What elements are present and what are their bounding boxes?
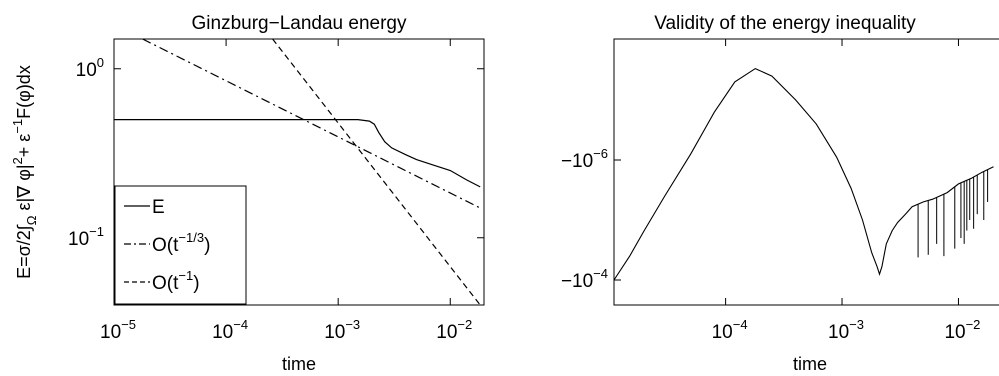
right-xtick-label-exp: −3 xyxy=(849,317,864,332)
left-xtick-label: 10−4 xyxy=(212,317,248,343)
ylabel-sup-2: 2 xyxy=(10,157,25,164)
right-panel: Validity of the energy inequality time 1… xyxy=(561,13,999,374)
right-ytick-label-exp: −4 xyxy=(593,266,608,281)
legend-close: ) xyxy=(193,273,199,294)
legend-exp: −1/3 xyxy=(178,230,204,245)
right-series-line xyxy=(613,67,994,281)
left-ylabel: E=σ/2∫Ω ε|∇ φ|2+ ε−1F(φ)dx xyxy=(10,65,39,279)
left-xtick-label-base: 10 xyxy=(436,322,457,343)
ylabel-sup-minus1: −1 xyxy=(10,119,25,134)
left-plot-frame xyxy=(113,38,485,306)
legend-close: ) xyxy=(204,235,210,256)
legend-box xyxy=(114,185,247,305)
right-ytick-label-exp: −6 xyxy=(593,146,608,161)
left-xtick-label-base: 10 xyxy=(100,322,121,343)
left-ytick-label: 100 xyxy=(76,55,104,81)
legend-label: E xyxy=(152,197,165,218)
left-series-dashed xyxy=(272,38,481,306)
right-xtick-label: 10−2 xyxy=(944,317,980,343)
left-panel: Ginzburg−Landau energy time E=σ/2∫Ω ε|∇ … xyxy=(10,13,485,374)
right-series xyxy=(613,67,994,281)
left-xtick-label-exp: −5 xyxy=(121,317,136,332)
left-ytick-label-base: 10 xyxy=(68,229,89,250)
left-xtick-label-exp: −4 xyxy=(233,317,248,332)
left-ytick-label: 10−1 xyxy=(68,224,104,250)
left-xtick-label-base: 10 xyxy=(324,322,345,343)
right-xtick-label-base: 10 xyxy=(828,322,849,343)
right-xtick-label: 10−4 xyxy=(712,317,748,343)
right-ytick-label: −10−6 xyxy=(561,146,608,172)
left-xtick-label: 10−2 xyxy=(436,317,472,343)
left-legend: EO(t−1/3)O(t−1) xyxy=(114,185,247,305)
left-series xyxy=(114,38,481,306)
left-title: Ginzburg−Landau energy xyxy=(192,13,407,34)
right-ticks: 10−4 10−3 10−2−10−6−10−4 xyxy=(561,39,980,343)
right-xtick-label-exp: −2 xyxy=(966,317,981,332)
left-xlabel: time xyxy=(282,354,316,374)
right-title: Validity of the energy inequality xyxy=(654,13,916,34)
legend-text: O(t xyxy=(152,235,179,256)
legend-label: O(t−1/3) xyxy=(152,230,210,256)
right-xtick-label-base: 10 xyxy=(712,322,733,343)
left-xtick-label: 10−5 xyxy=(100,317,136,343)
left-series-solid xyxy=(114,119,481,188)
right-ytick-label: −10−4 xyxy=(561,266,608,292)
ylabel-part-d: F(φ)dx xyxy=(14,65,34,119)
left-xtick-label-exp: −3 xyxy=(345,317,360,332)
right-ytick-label-base: −10 xyxy=(561,271,593,292)
left-xtick-label-exp: −2 xyxy=(457,317,472,332)
left-ytick-label-exp: 0 xyxy=(97,55,104,70)
ylabel-part-b: ε|∇ φ| xyxy=(14,164,34,215)
ylabel-part-a: E=σ/2∫ xyxy=(14,224,34,279)
legend-text: O(t xyxy=(152,273,179,294)
right-xlabel: time xyxy=(793,354,827,374)
right-xtick-label: 10−3 xyxy=(828,317,864,343)
legend-exp: −1 xyxy=(178,268,193,283)
right-ytick-label-base: −10 xyxy=(561,151,593,172)
ylabel-sub-omega: Ω xyxy=(24,215,39,225)
left-xtick-label: 10−3 xyxy=(324,317,360,343)
right-plot-frame xyxy=(613,38,999,306)
left-xtick-label-base: 10 xyxy=(212,322,233,343)
legend-label: O(t−1) xyxy=(152,268,200,294)
right-xtick-label-base: 10 xyxy=(944,322,965,343)
right-xtick-label-exp: −4 xyxy=(733,317,748,332)
legend-text: E xyxy=(152,197,165,218)
left-ytick-label-exp: −1 xyxy=(89,224,104,239)
left-ytick-label-base: 10 xyxy=(76,60,97,81)
ylabel-part-c: + ε xyxy=(14,134,34,158)
left-series-dashdot xyxy=(142,38,481,209)
